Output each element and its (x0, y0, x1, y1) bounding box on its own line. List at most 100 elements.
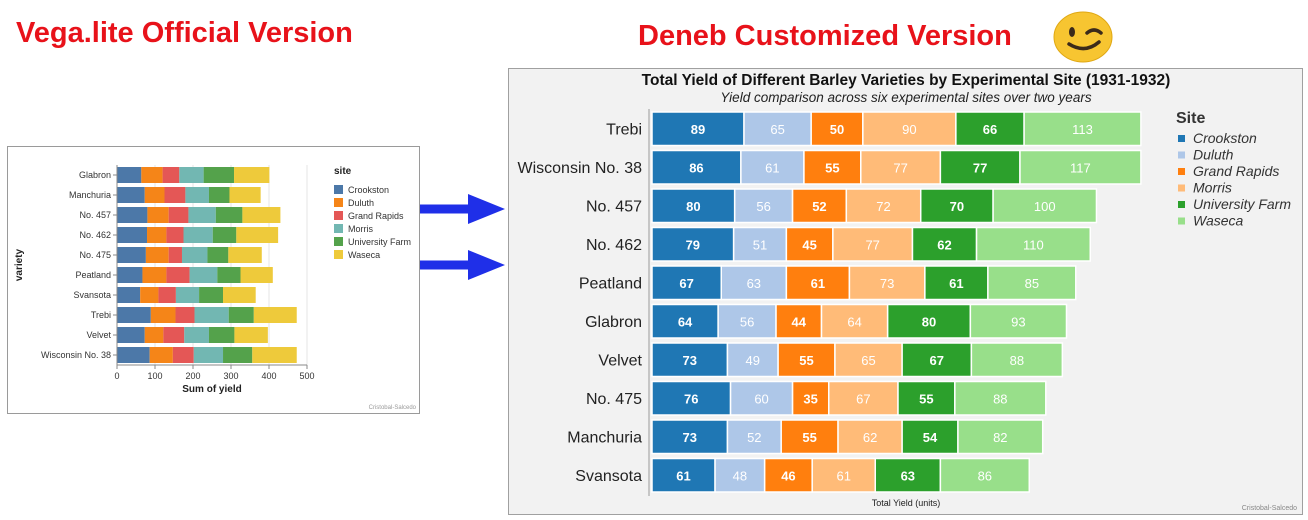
legend-label: Duluth (1193, 147, 1234, 163)
bar-segment-duluth-glabron (717, 303, 777, 339)
credit-text: Cristobal-Salcedo (1242, 505, 1297, 512)
left-version-heading: Vega.lite Official Version (16, 17, 353, 49)
bar-segment-duluth-wisconsin-no-38 (740, 149, 805, 185)
bar-segment-grand-rapids-manchuria (164, 187, 186, 203)
y-tick-label: Manchuria (69, 190, 111, 200)
legend-title: Site (1176, 110, 1205, 127)
bar-segment-crookston-velvet (651, 342, 729, 378)
data-label: 66 (983, 122, 997, 137)
data-label: 52 (812, 199, 826, 214)
bar-segment-duluth-no-475 (729, 380, 794, 416)
bar-segment-duluth-svansota (140, 287, 159, 303)
data-label: 55 (802, 430, 816, 445)
bar-segment-duluth-no-475 (145, 247, 169, 263)
y-tick-label: Manchuria (567, 429, 642, 446)
data-label: 55 (799, 353, 813, 368)
y-tick-label: Svansota (73, 290, 111, 300)
bar-segment-university-farm-wisconsin-no-38 (939, 149, 1021, 185)
bar-segment-grand-rapids-wisconsin-no-38 (803, 149, 862, 185)
bar-segment-waseca-manchuria (229, 187, 261, 203)
bar-segment-crookston-manchuria (651, 419, 729, 455)
deneb-chart-panel: Total Yield of Different Barley Varietie… (508, 68, 1303, 515)
legend-label: Waseca (1193, 213, 1244, 229)
bar-segment-crookston-no-475 (117, 247, 146, 263)
bar-segment-crookston-trebi (117, 307, 151, 323)
data-label: 50 (830, 122, 844, 137)
data-label: 70 (950, 199, 964, 214)
arrow-right-icon (413, 194, 505, 224)
data-label: 93 (1011, 314, 1025, 329)
data-label: 76 (684, 391, 698, 406)
bar-segment-morris-manchuria (837, 419, 903, 455)
arrow-right-icon (413, 250, 505, 280)
data-label: 56 (756, 199, 770, 214)
bar-segment-crookston-trebi (651, 111, 745, 147)
bar-segment-grand-rapids-svansota (763, 457, 813, 493)
legend-swatch (1178, 184, 1185, 192)
bar-segment-grand-rapids-glabron (775, 303, 823, 339)
legend-label: Crookston (1193, 130, 1257, 146)
data-label: 80 (922, 314, 936, 329)
bar-segment-grand-rapids-no-462 (166, 227, 184, 243)
data-label: 54 (923, 430, 938, 445)
bar-segment-duluth-manchuria (726, 419, 782, 455)
bar-segment-duluth-trebi (150, 307, 176, 323)
y-tick-label: Wisconsin No. 38 (518, 160, 643, 177)
bar-segment-waseca-no-462 (975, 226, 1091, 262)
bar-segment-grand-rapids-velvet (777, 342, 836, 378)
bar-segment-waseca-svansota (939, 457, 1031, 493)
data-label: 56 (740, 314, 754, 329)
bar-segment-university-farm-velvet (208, 327, 235, 343)
y-tick-label: Svansota (575, 468, 642, 485)
y-tick-label: Glabron (79, 170, 111, 180)
bar-segment-duluth-trebi (743, 111, 812, 147)
bar-segment-university-farm-peatland (217, 267, 241, 283)
bar-segment-morris-wisconsin-no-38 (860, 149, 942, 185)
legend-title: site (334, 166, 352, 177)
bar-segment-grand-rapids-manchuria (780, 419, 839, 455)
bar-segment-waseca-no-457 (242, 207, 281, 223)
legend-swatch (334, 224, 343, 233)
legend-label: Grand Rapids (348, 211, 404, 221)
data-label: 77 (865, 237, 879, 252)
bar-segment-duluth-no-462 (732, 226, 788, 262)
bar-segment-crookston-svansota (651, 457, 716, 493)
legend-swatch (1178, 168, 1185, 175)
bar-segment-duluth-velvet (726, 342, 779, 378)
data-label: 67 (856, 391, 870, 406)
y-tick-label: No. 475 (79, 250, 111, 260)
bar-segment-crookston-no-457 (651, 188, 736, 224)
data-label: 65 (861, 353, 875, 368)
y-tick-label: Velvet (598, 352, 642, 369)
bar-segment-waseca-trebi (1023, 111, 1142, 147)
bar-segment-duluth-wisconsin-no-38 (149, 347, 173, 363)
legend-label: Morris (348, 224, 373, 234)
data-label: 77 (973, 160, 987, 175)
bar-segment-university-farm-manchuria (901, 419, 959, 455)
y-tick-label: Peatland (75, 270, 111, 280)
data-label: 61 (811, 276, 825, 291)
data-label: 64 (847, 314, 861, 329)
data-label: 110 (1023, 237, 1044, 252)
data-label: 60 (754, 391, 768, 406)
bar-segment-waseca-velvet (970, 342, 1064, 378)
y-tick-label: Trebi (91, 310, 111, 320)
bar-segment-university-farm-no-475 (207, 247, 229, 263)
bar-segment-morris-svansota (175, 287, 200, 303)
bar-segment-waseca-svansota (223, 287, 256, 303)
data-label: 67 (930, 353, 944, 368)
winking-face-icon (1053, 11, 1113, 63)
data-label: 61 (765, 160, 779, 175)
data-label: 73 (682, 353, 696, 368)
bar-segment-morris-peatland (189, 267, 218, 283)
x-tick-label: 0 (114, 371, 119, 381)
bar-segment-waseca-no-475 (228, 247, 262, 263)
data-label: 72 (876, 199, 890, 214)
bar-segment-grand-rapids-no-457 (168, 207, 189, 223)
data-label: 46 (781, 468, 795, 483)
bar-segment-university-farm-glabron (886, 303, 972, 339)
bar-segment-waseca-trebi (253, 307, 297, 323)
x-axis-title: Total Yield (units) (872, 498, 941, 508)
y-tick-label: Trebi (606, 121, 642, 138)
bar-segment-morris-glabron (820, 303, 889, 339)
